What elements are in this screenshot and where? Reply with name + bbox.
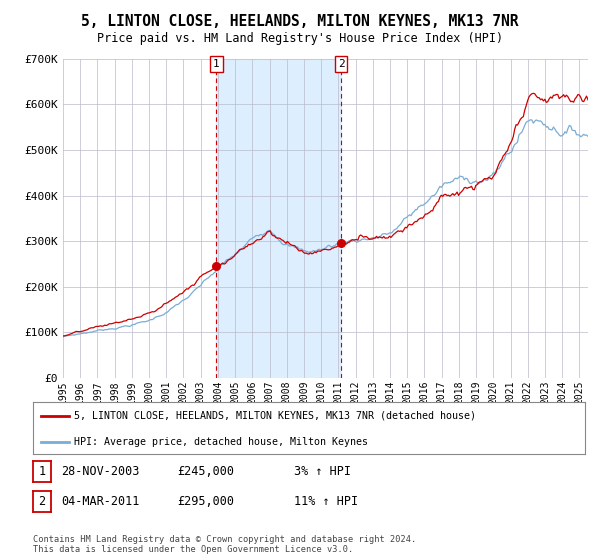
Text: 3% ↑ HPI: 3% ↑ HPI [294,465,351,478]
Point [212,262,221,270]
Text: 1: 1 [38,465,46,478]
Text: 28-NOV-2003: 28-NOV-2003 [61,465,140,478]
Text: Contains HM Land Registry data © Crown copyright and database right 2024.
This d: Contains HM Land Registry data © Crown c… [33,535,416,554]
Text: £245,000: £245,000 [177,465,234,478]
Point [337,239,346,248]
Text: 2: 2 [338,59,345,69]
Text: 1: 1 [213,59,220,69]
Text: 5, LINTON CLOSE, HEELANDS, MILTON KEYNES, MK13 7NR: 5, LINTON CLOSE, HEELANDS, MILTON KEYNES… [81,14,519,29]
Bar [217,59,341,378]
Text: 11% ↑ HPI: 11% ↑ HPI [294,494,358,508]
Text: HPI: Average price, detached house, Milton Keynes: HPI: Average price, detached house, Milt… [74,437,368,447]
Text: 2: 2 [38,494,46,508]
Text: 04-MAR-2011: 04-MAR-2011 [61,494,140,508]
Text: 5, LINTON CLOSE, HEELANDS, MILTON KEYNES, MK13 7NR (detached house): 5, LINTON CLOSE, HEELANDS, MILTON KEYNES… [74,411,476,421]
Text: Price paid vs. HM Land Registry's House Price Index (HPI): Price paid vs. HM Land Registry's House … [97,32,503,45]
Text: £295,000: £295,000 [177,494,234,508]
